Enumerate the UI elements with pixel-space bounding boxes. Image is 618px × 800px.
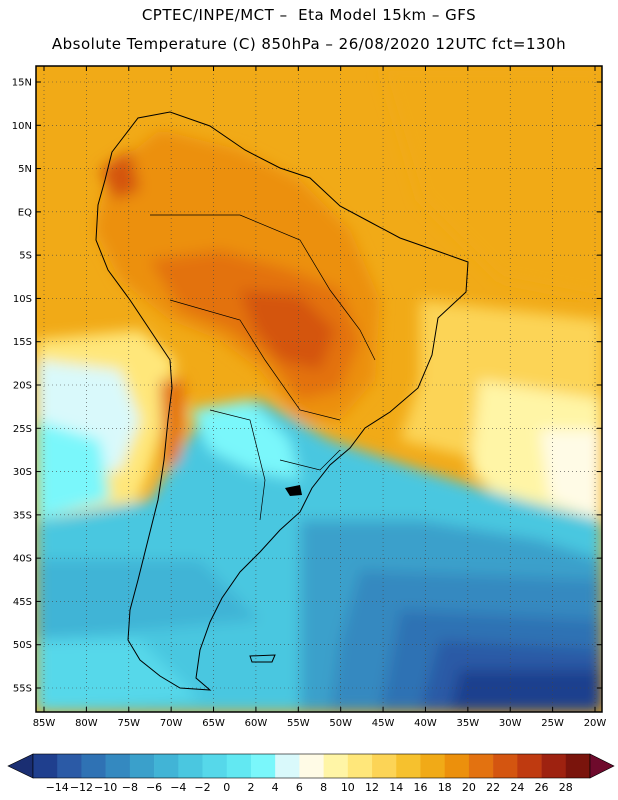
- colorbar-swatch: [347, 754, 373, 778]
- coastline: [95, 111, 469, 691]
- lon-label: 55W: [287, 718, 310, 729]
- lat-label: 5N: [18, 164, 32, 175]
- lat-label: 35S: [13, 510, 32, 521]
- lon-label: 25W: [541, 718, 564, 729]
- colorbar-swatch: [81, 754, 106, 778]
- colorbar-labels: −14 −12 −10 −8 −6 −4 −2 0 2 4 6 8 10 12 14 16 18 20 22 24 26…: [46, 781, 573, 794]
- lat-label: 5S: [19, 251, 32, 262]
- colorbar-swatch: [129, 754, 155, 778]
- lat-label: 20S: [13, 381, 32, 392]
- colorbar-tick-label: 14: [389, 781, 403, 794]
- colorbar-tick-label: 28: [559, 781, 573, 794]
- lon-label: 35W: [457, 718, 480, 729]
- colorbar-tick-label: 0: [223, 781, 230, 794]
- colorbar-tick-label: −6: [146, 781, 162, 794]
- map-frame: [35, 65, 603, 713]
- colorbar-tick-label: 26: [535, 781, 549, 794]
- colorbar-swatch: [33, 754, 58, 778]
- lon-label: 75W: [117, 718, 140, 729]
- colorbar-swatch: [541, 754, 567, 778]
- colorbar-swatch: [226, 754, 252, 778]
- colorbar-swatch: [565, 754, 591, 778]
- lat-label: 50S: [13, 640, 32, 651]
- island-shape: [285, 485, 302, 496]
- map-title-line1: CPTEC/INPE/MCT – Eta Model 15km – GFS: [141, 6, 477, 24]
- colorbar-tick-label: −2: [194, 781, 210, 794]
- lat-label: 10N: [12, 121, 32, 132]
- colorbar-tick-label: 4: [272, 781, 279, 794]
- colorbar-swatch: [396, 754, 421, 778]
- lon-label: 45W: [372, 718, 395, 729]
- colorbar-swatch: [202, 754, 228, 778]
- lon-label: 50W: [329, 718, 352, 729]
- lon-label: 85W: [33, 718, 56, 729]
- latitude-labels: 15N 10N 5N EQ 5S 10S 15S 20S 25S 30S 35S 40S 45S 50S 5…: [12, 78, 32, 695]
- temperature-field: [36, 66, 602, 712]
- colorbar-tick-label: 24: [510, 781, 524, 794]
- colorbar-tick-label: 2: [247, 781, 254, 794]
- lat-label: 45S: [13, 597, 32, 608]
- lat-label: 10S: [13, 294, 32, 305]
- colorbar-swatch: [420, 754, 445, 778]
- colorbar-swatch: [275, 754, 300, 778]
- colorbar-tick-label: 8: [320, 781, 327, 794]
- colorbar-tick-label: 10: [341, 781, 355, 794]
- colorbar-swatch: [299, 754, 324, 778]
- axis-ticks: [36, 66, 602, 712]
- colorbar-swatch: [57, 754, 82, 778]
- colorbar-swatch: [372, 754, 397, 778]
- colorbar-swatch: [517, 754, 542, 778]
- lon-label: 70W: [160, 718, 183, 729]
- colorbar-tick-label: −10: [94, 781, 117, 794]
- colorbar-tick-label: 6: [296, 781, 303, 794]
- lon-label: 65W: [202, 718, 225, 729]
- lat-label: 55S: [13, 684, 32, 695]
- colorbar: [7, 753, 615, 779]
- colorbar-swatch: [493, 754, 518, 778]
- falklands-shape: [249, 654, 276, 663]
- lon-label: 40W: [414, 718, 437, 729]
- colorbar-swatch: [105, 754, 131, 778]
- colorbar-tick-label: 12: [365, 781, 379, 794]
- lat-label: 15S: [13, 337, 32, 348]
- colorbar-swatch: [178, 754, 203, 778]
- colorbar-swatch: [323, 754, 349, 778]
- colorbar-tick-label: −12: [70, 781, 93, 794]
- colorbar-swatch: [444, 754, 470, 778]
- lat-label: 15N: [12, 78, 32, 89]
- lat-label: 25S: [13, 424, 32, 435]
- lon-label: 60W: [245, 718, 268, 729]
- colorbar-tick-label: −4: [170, 781, 186, 794]
- colorbar-tick-label: −14: [46, 781, 69, 794]
- colorbar-tick-label: −8: [122, 781, 138, 794]
- lat-label: 40S: [13, 554, 32, 565]
- colorbar-swatch: [154, 754, 179, 778]
- colorbar-tick-label: 22: [486, 781, 500, 794]
- lat-label: 30S: [13, 467, 32, 478]
- longitude-labels: 85W 80W 75W 70W 65W 60W 55W 50W 45W 40W 35W 30W 25W 2…: [33, 718, 607, 729]
- lat-label: EQ: [18, 207, 32, 218]
- lon-label: 20W: [584, 718, 607, 729]
- map-title-line2: Absolute Temperature (C) 850hPa – 26/08/…: [51, 35, 567, 53]
- colorbar-tick-label: 20: [462, 781, 476, 794]
- colorbar-over-arrow: [589, 753, 615, 779]
- colorbar-tick-label: 18: [438, 781, 452, 794]
- colorbar-swatch: [250, 754, 276, 778]
- lon-label: 30W: [499, 718, 522, 729]
- colorbar-swatch: [468, 754, 494, 778]
- lon-label: 80W: [75, 718, 98, 729]
- colorbar-under-arrow: [7, 753, 34, 779]
- colorbar-tick-label: 16: [413, 781, 427, 794]
